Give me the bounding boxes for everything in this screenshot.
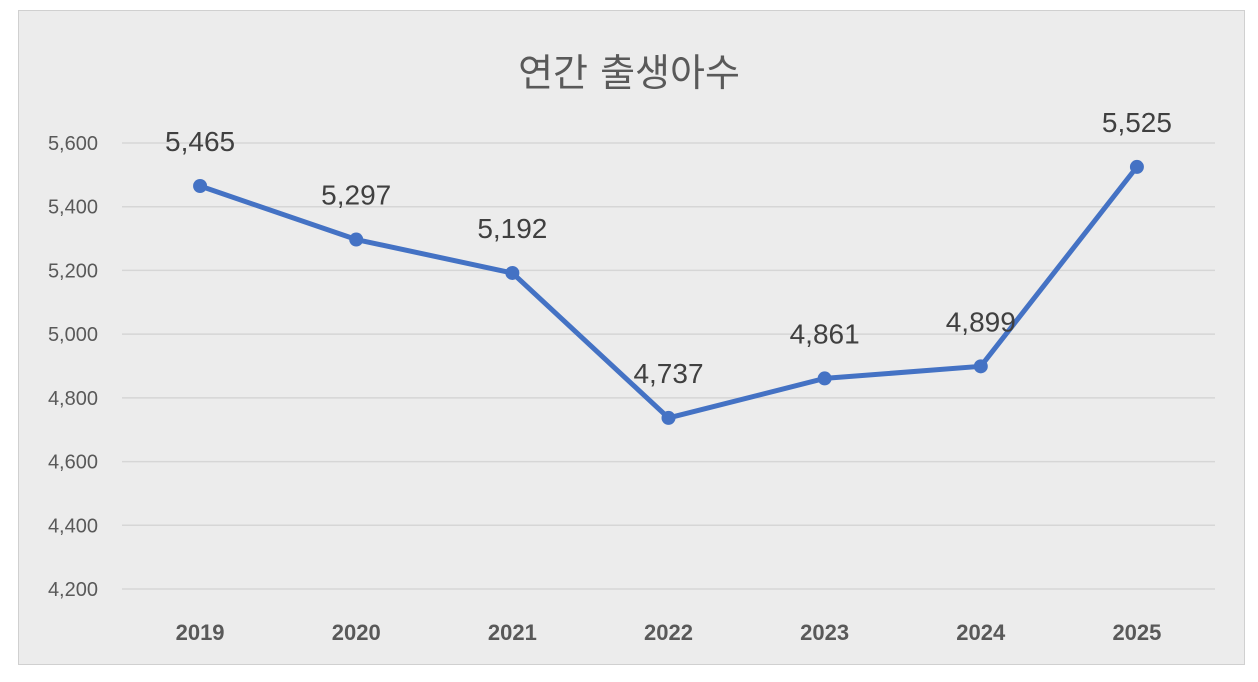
x-tick-label: 2023 [800,620,849,645]
y-tick-label: 4,200 [48,579,98,601]
x-tick-label: 2024 [956,620,1006,645]
data-label: 5,192 [477,213,547,244]
y-tick-label: 5,400 [48,197,98,219]
y-tick-label: 5,200 [48,260,98,282]
chart-area [18,10,1245,665]
y-tick-label: 4,800 [48,388,98,410]
data-label: 4,861 [790,318,860,349]
data-point [349,232,364,247]
x-tick-label: 2022 [644,620,693,645]
y-tick-label: 5,000 [48,324,98,346]
x-tick-label: 2021 [488,620,537,645]
x-tick-label: 2019 [176,620,225,645]
x-tick-label: 2025 [1112,620,1161,645]
data-point [661,410,676,425]
y-tick-label: 4,400 [48,515,98,537]
y-tick-label: 4,600 [48,452,98,474]
data-point [505,265,520,280]
data-point [817,371,832,386]
data-label: 5,525 [1102,107,1172,138]
data-point [193,179,208,194]
data-label: 4,899 [946,306,1016,337]
x-tick-label: 2020 [332,620,381,645]
data-point [973,359,988,374]
data-label: 5,465 [165,126,235,157]
data-point [1129,159,1144,174]
data-label: 4,737 [633,358,703,389]
y-tick-label: 5,600 [48,133,98,155]
chart-title: 연간 출생아수 [518,51,740,95]
data-label: 5,297 [321,180,391,211]
